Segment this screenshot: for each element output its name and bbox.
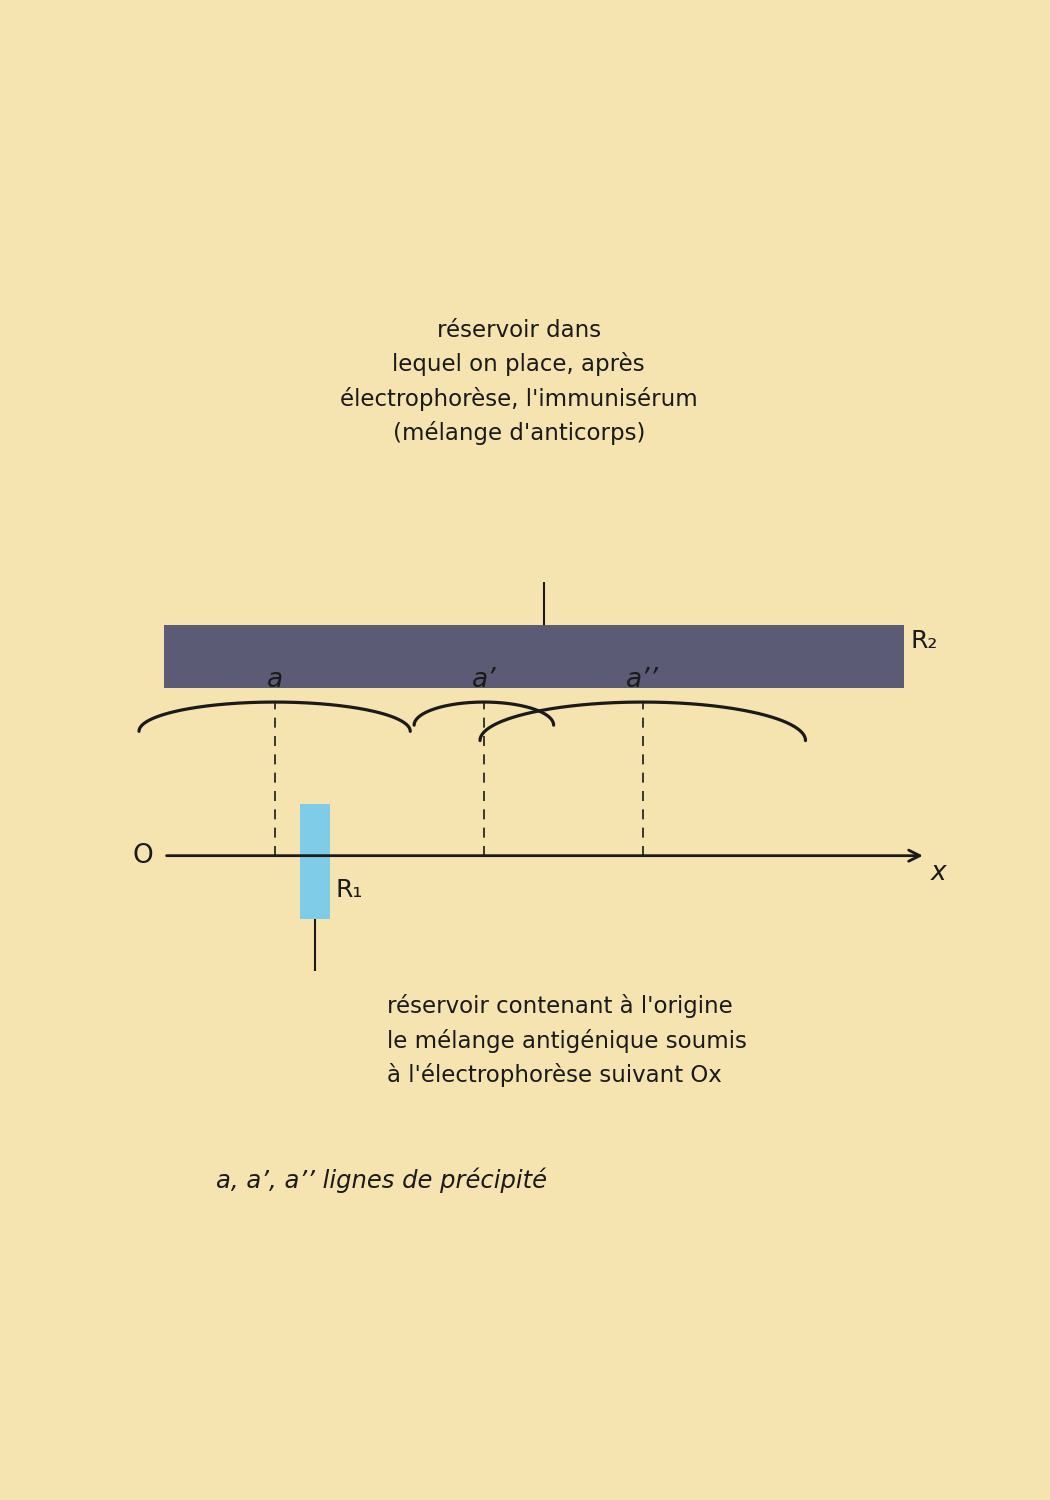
Bar xyxy=(164,624,904,688)
Text: a’’: a’’ xyxy=(626,668,659,693)
Text: R₂: R₂ xyxy=(910,628,938,652)
Text: a’: a’ xyxy=(471,668,496,693)
Text: réservoir dans
lequel on place, après
électrophorèse, l'immunisérum
(mélange d'a: réservoir dans lequel on place, après él… xyxy=(340,318,697,446)
Bar xyxy=(300,804,330,920)
Text: a, a’, a’’ lignes de précipité: a, a’, a’’ lignes de précipité xyxy=(216,1167,547,1192)
Text: O: O xyxy=(132,843,153,868)
Text: x: x xyxy=(931,859,947,885)
Text: a: a xyxy=(267,668,282,693)
Text: réservoir contenant à l'origine
le mélange antigénique soumis
à l'électrophorèse: réservoir contenant à l'origine le mélan… xyxy=(387,994,747,1088)
Text: R₁: R₁ xyxy=(335,878,362,902)
